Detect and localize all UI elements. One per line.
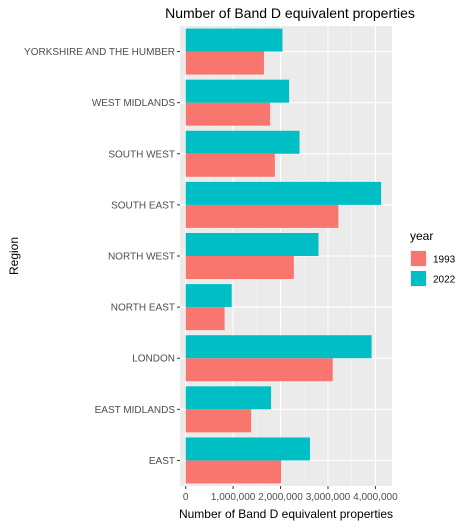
y-axis-label: Region xyxy=(7,237,21,275)
bar-2022 xyxy=(185,335,372,359)
legend-label-1993: 1993 xyxy=(433,255,456,266)
x-axis-label: Number of Band D equivalent properties xyxy=(179,507,393,521)
x-tick-label: 3,000,000 xyxy=(306,492,351,503)
bar-1993 xyxy=(185,256,294,279)
bar-2022 xyxy=(185,181,382,205)
y-tick-label: YORKSHIRE AND THE HUMBER xyxy=(24,47,175,58)
bars xyxy=(185,28,382,484)
bar-1993 xyxy=(185,307,225,331)
y-tick-label: NORTH EAST xyxy=(111,303,175,314)
x-tick-label: 4,000,000 xyxy=(353,492,398,503)
bar-1993 xyxy=(185,204,339,228)
legend-label-2022: 2022 xyxy=(433,275,456,286)
y-tick-label: EAST MIDLANDS xyxy=(95,405,176,416)
y-tick-label: SOUTH EAST xyxy=(111,200,175,211)
legend-swatch-2022 xyxy=(411,271,426,286)
bar-2022 xyxy=(185,386,272,410)
bar-2022 xyxy=(185,130,300,154)
bar-2022 xyxy=(185,437,310,461)
y-tick-label: LONDON xyxy=(132,354,175,365)
legend-swatch-1993 xyxy=(411,251,426,266)
chart-title: Number of Band D equivalent properties xyxy=(165,5,415,21)
legend-title: year xyxy=(410,229,433,243)
bar-1993 xyxy=(185,409,252,433)
bar-1993 xyxy=(185,102,271,126)
bar-1993 xyxy=(185,460,282,484)
bar-1993 xyxy=(185,153,275,177)
bar-2022 xyxy=(185,284,232,308)
x-tick-label: 0 xyxy=(183,492,189,503)
x-axis: 0 1,000,000 2,000,000 3,000,000 4,000,000 xyxy=(183,486,398,503)
bar-2022 xyxy=(185,79,290,103)
x-tick-label: 1,000,000 xyxy=(211,492,256,503)
bar-2022 xyxy=(185,233,319,256)
legend: year 1993 2022 xyxy=(410,229,456,287)
y-axis: YORKSHIRE AND THE HUMBER WEST MIDLANDS SOU… xyxy=(24,47,180,467)
bar-2022 xyxy=(185,28,283,52)
x-tick-label: 2,000,000 xyxy=(258,492,303,503)
y-tick-label: SOUTH WEST xyxy=(108,149,175,160)
y-tick-label: EAST xyxy=(149,456,175,467)
bar-1993 xyxy=(185,358,333,382)
y-tick-label: WEST MIDLANDS xyxy=(92,98,175,109)
bar-1993 xyxy=(185,51,264,75)
y-tick-label: NORTH WEST xyxy=(108,252,175,263)
